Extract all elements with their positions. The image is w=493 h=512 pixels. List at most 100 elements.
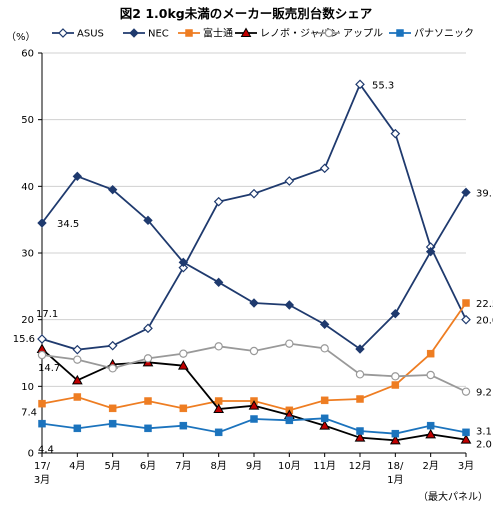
series-1-point-5: [213, 277, 224, 288]
x-tick-label-2: 5月: [104, 460, 120, 472]
series-2: [38, 299, 470, 415]
series-0-point-10: [390, 128, 401, 139]
series-1-point-7: [284, 300, 295, 310]
data-label-9: 20.0: [476, 316, 493, 327]
legend-label-4: アップル: [343, 28, 383, 40]
series-5-point-7: [285, 416, 294, 425]
legend-item-4: アップル: [318, 28, 383, 40]
x-tick-label-9: 12月: [349, 460, 372, 472]
series-5-point-5: [214, 428, 223, 437]
legend-item-2: 富士通: [178, 27, 233, 40]
series-3-point-8: [319, 420, 331, 430]
data-label-3: 14.7: [38, 363, 60, 374]
series-5-point-6: [250, 415, 258, 423]
series-1-point-0: [37, 218, 47, 228]
data-label-7: 39.1: [476, 188, 493, 199]
series-5-point-8: [320, 414, 329, 423]
series-3-line: [41, 348, 467, 442]
x-tick-label-3: 6月: [140, 460, 156, 472]
y-axis-unit: （%）: [6, 31, 36, 43]
series-5-point-3: [144, 424, 152, 433]
series-4-point-3: [143, 354, 153, 363]
x-tick-label-8: 11月: [313, 460, 336, 472]
data-label-10: 9.2: [476, 388, 492, 399]
y-tick-label-30: 30: [21, 249, 34, 260]
legend-marker-2: [185, 29, 193, 37]
series-0-point-8: [319, 163, 330, 174]
series-5-point-4: [179, 421, 188, 430]
series-0-point-9: [355, 79, 365, 90]
legend-label-2: 富士通: [203, 27, 233, 40]
series-3-point-12: [460, 434, 472, 444]
series-4-point-4: [179, 349, 188, 358]
y-tick-label-40: 40: [21, 182, 34, 193]
legend-label-5: パナソニック: [414, 28, 474, 40]
series-4-point-1: [73, 355, 82, 364]
series-1: [37, 171, 471, 354]
x-tick-label-4: 7月: [175, 460, 191, 472]
data-labels: 34.5 17.1 15.6 14.7 7.4 4.4 55.3 39.1 22.5 20.0 9.…: [13, 80, 493, 455]
series-5-point-12: [462, 428, 470, 437]
series-5-point-11: [426, 421, 435, 430]
series-1-point-12: [461, 187, 471, 198]
legend-item-3: レノボ・ジャパン: [235, 27, 340, 40]
series-1-point-6: [249, 298, 259, 308]
series-2-point-8: [320, 396, 329, 405]
data-label-4: 7.4: [21, 408, 37, 419]
series-4-point-7: [285, 339, 294, 348]
data-label-1: 17.1: [36, 309, 58, 320]
legend-label-1: NEC: [148, 29, 169, 40]
gridlines: [42, 52, 466, 387]
series-5-point-9: [356, 427, 364, 435]
x-tick-label-1: 4月: [69, 460, 85, 472]
series-4-point-11: [426, 370, 435, 380]
series-1-point-4: [178, 257, 189, 268]
series-0-point-5: [213, 196, 224, 207]
y-tick-label-10: 10: [21, 382, 34, 393]
series-1-point-11: [425, 246, 436, 257]
x-tick-label-11: 2月: [422, 460, 438, 472]
legend-item-0: ASUS: [52, 28, 104, 40]
series-0-point-2: [107, 340, 118, 351]
series-0-point-4: [178, 262, 189, 273]
series-2-point-12: [462, 299, 470, 307]
series-5-point-10: [391, 429, 400, 438]
legend-label-0: ASUS: [77, 29, 104, 40]
series-5-point-1: [73, 424, 82, 433]
legend-item-5: パナソニック: [389, 28, 474, 40]
series-2-point-9: [356, 395, 364, 403]
legend-marker-4: [324, 28, 334, 38]
legend-label-3: レノボ・ジャパン: [260, 28, 340, 40]
x-tick-label-5: 8月: [210, 460, 226, 472]
data-label-2: 15.6: [13, 334, 35, 345]
series-group: [36, 79, 472, 445]
series-3-point-5: [213, 403, 225, 413]
y-tick-label-0: 0: [28, 449, 34, 460]
legend-item-1: NEC: [123, 28, 169, 40]
data-label-11: 3.1: [476, 426, 492, 437]
series-2-point-0: [38, 399, 46, 408]
chart-title: 図2 1.0kg未満のメーカー販売別台数シェア: [120, 6, 372, 21]
series-0: [37, 79, 471, 355]
series-4-point-5: [214, 342, 223, 351]
legend-marker-3: [240, 27, 252, 37]
series-1-point-9: [355, 344, 365, 354]
series-0-point-7: [284, 176, 295, 186]
series-4-point-8: [320, 344, 329, 353]
x-tick-label-10-line2: 1月: [387, 474, 403, 486]
series-0-point-6: [249, 188, 259, 199]
x-tick-labels: 17/3月 4月 5月 6月 7月 8月 9月 10月 11月 12月 18/1月 2月 3月: [34, 460, 474, 486]
series-4-point-9: [355, 370, 365, 379]
series-1-point-10: [390, 308, 401, 319]
series-1-point-3: [143, 215, 153, 226]
series-2-line: [41, 302, 467, 412]
series-4-point-2: [108, 364, 117, 373]
series-1-point-1: [72, 171, 83, 182]
x-tick-label-0: 17/: [34, 461, 51, 472]
y-tick-labels: 0 10 20 30 40 50 60: [21, 49, 34, 460]
data-label-5: 4.4: [38, 445, 54, 456]
data-label-6: 55.3: [372, 80, 394, 91]
series-3-point-6: [248, 400, 260, 410]
series-4-point-12: [461, 387, 471, 396]
